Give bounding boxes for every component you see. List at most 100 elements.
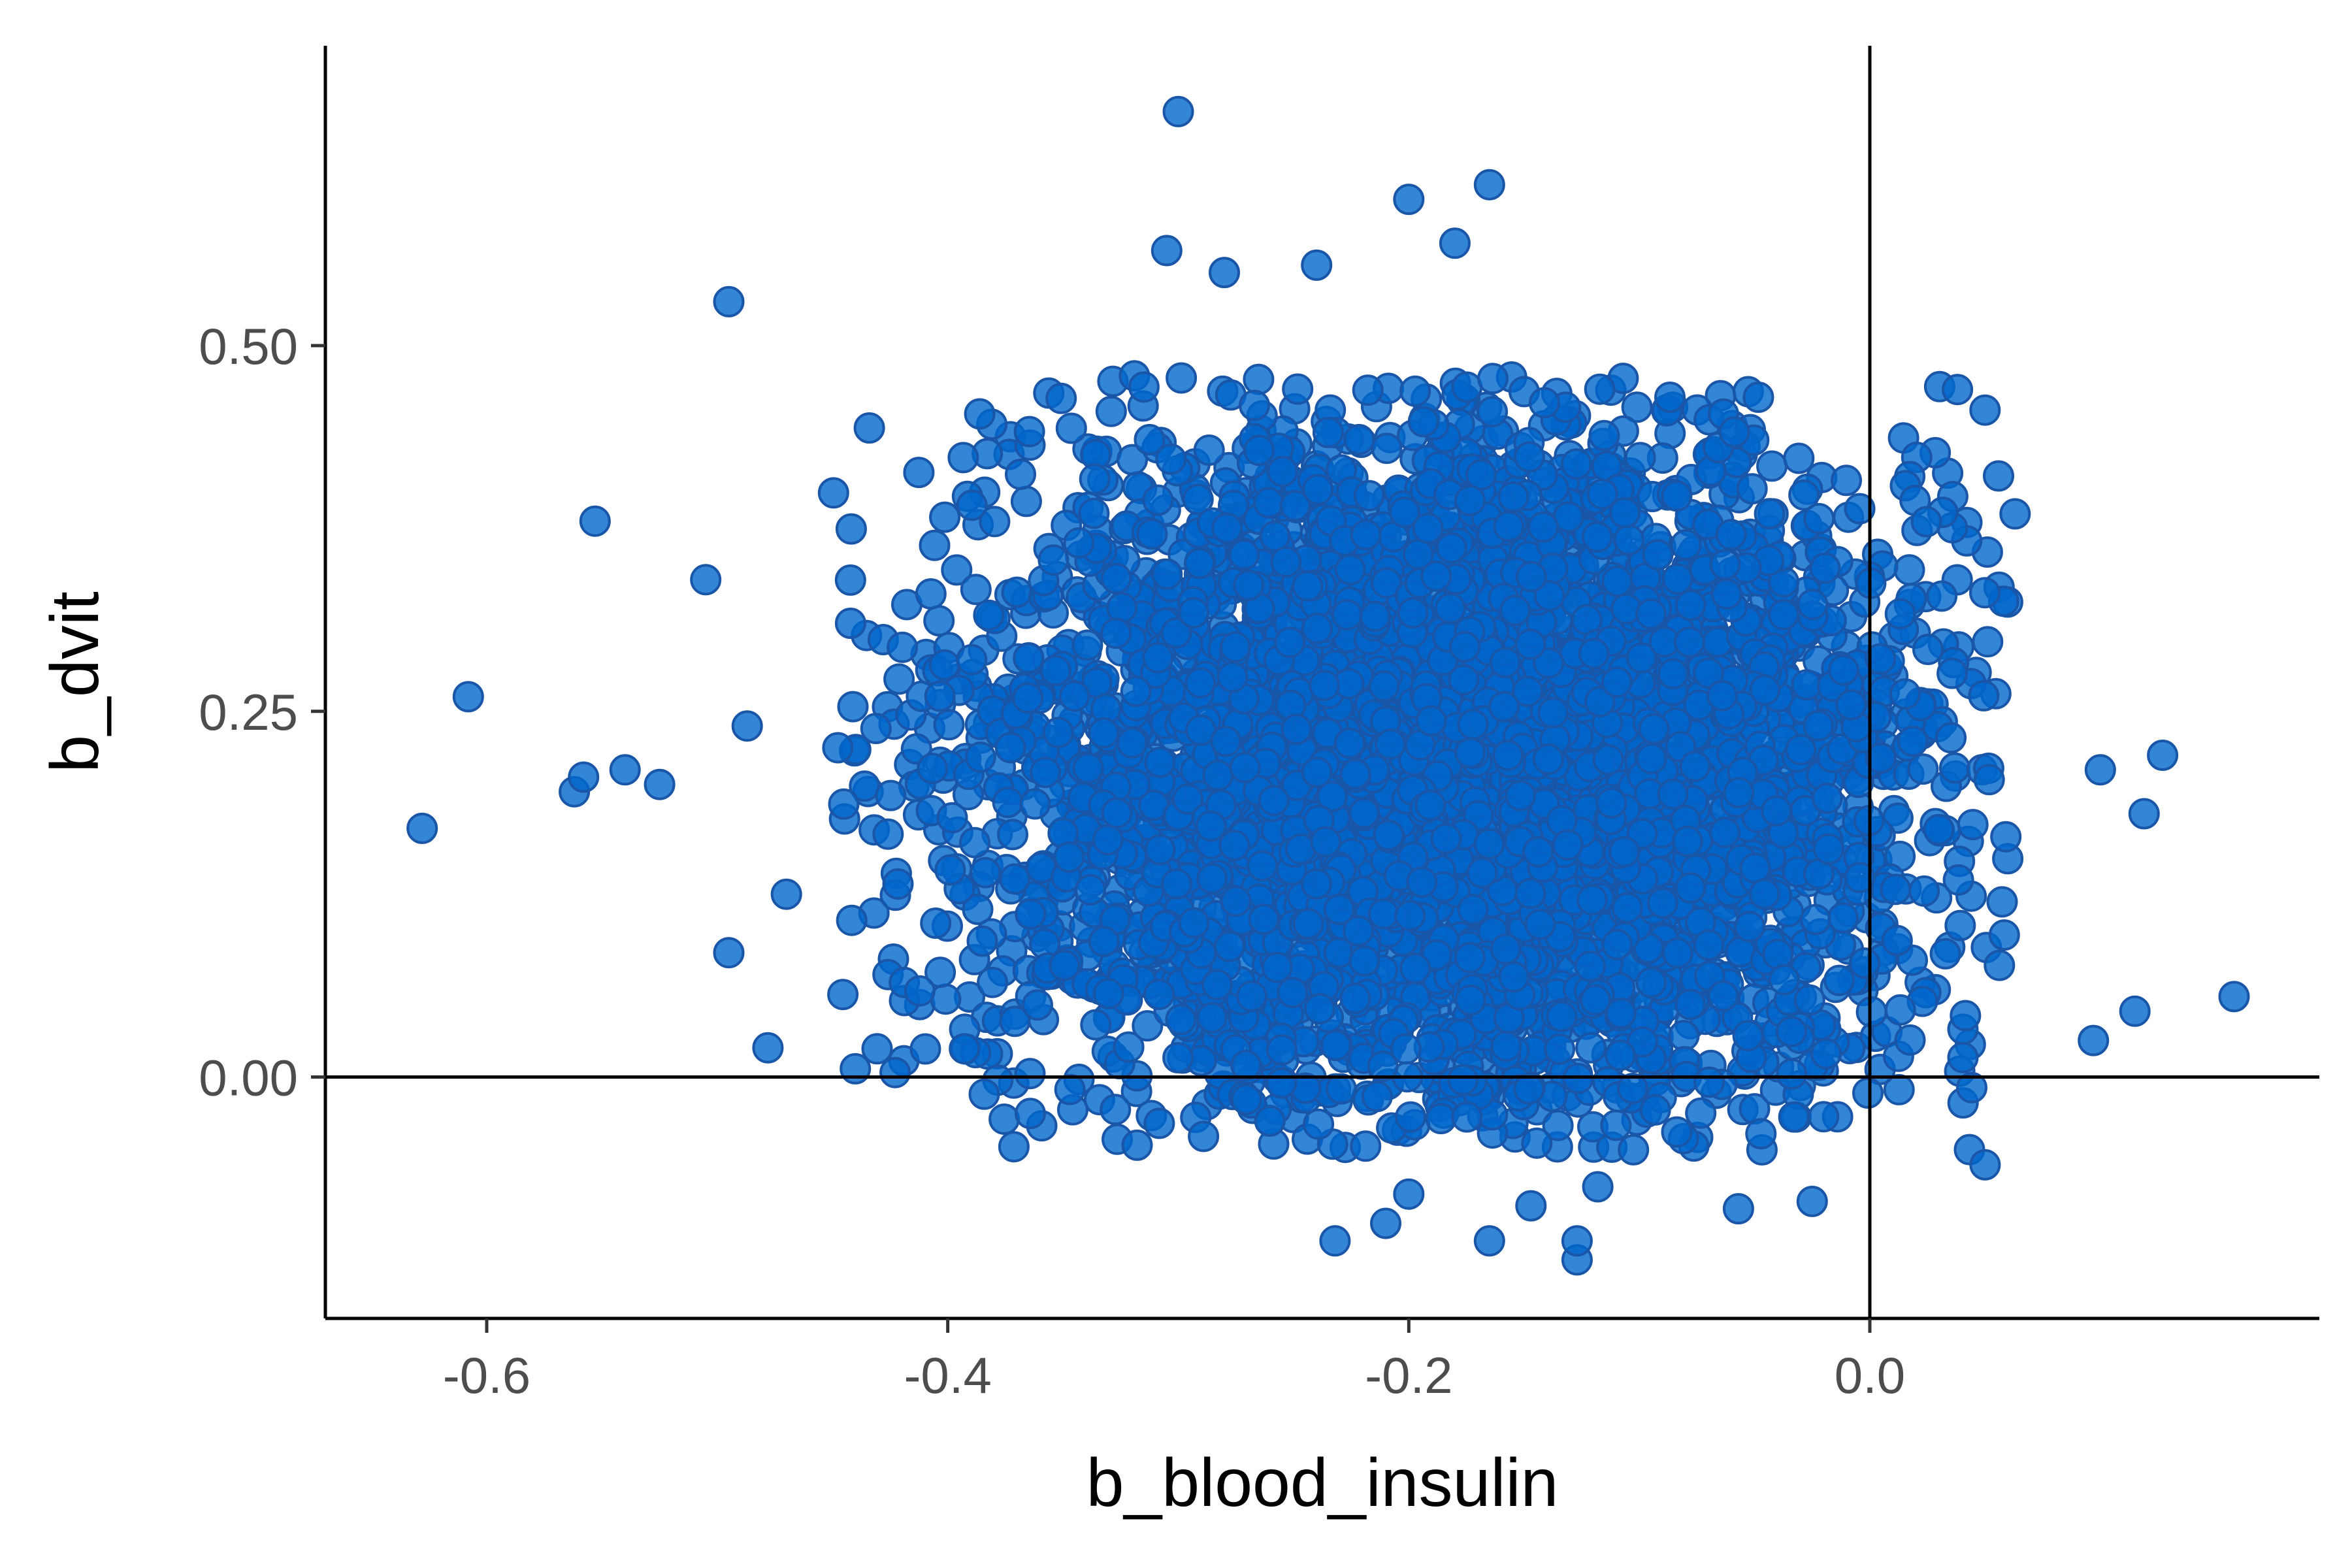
data-point (1243, 434, 1275, 466)
data-point (1101, 797, 1133, 829)
data-point (1756, 450, 1788, 482)
data-point (1001, 576, 1033, 608)
data-point (1679, 750, 1711, 782)
data-point (1935, 722, 1967, 754)
data-point (1120, 676, 1152, 708)
data-point (1012, 682, 1044, 714)
data-point (1799, 904, 1831, 936)
data-point (1196, 862, 1228, 894)
data-point (1248, 904, 1280, 936)
data-point (1270, 546, 1302, 578)
data-point (1710, 578, 1742, 610)
data-point (1544, 1033, 1576, 1065)
data-point (1071, 629, 1103, 661)
data-point (1282, 373, 1314, 405)
data-point (966, 925, 998, 957)
data-point (1457, 708, 1489, 740)
data-point (1325, 1073, 1357, 1105)
data-point (1574, 951, 1606, 982)
data-point (1657, 658, 1689, 690)
data-point (1142, 484, 1174, 516)
data-point (1734, 911, 1765, 943)
data-point (1092, 977, 1124, 1009)
data-point (998, 1131, 1030, 1163)
data-point (1923, 813, 1955, 845)
data-point (904, 975, 936, 1007)
data-point (1938, 752, 1970, 784)
data-point (883, 663, 915, 695)
data-point (1490, 933, 1522, 965)
data-point (1279, 490, 1311, 522)
data-point (1936, 657, 1968, 689)
data-point (929, 501, 961, 533)
data-point (1371, 567, 1403, 599)
data-point (1228, 539, 1260, 571)
data-point (1894, 1024, 1926, 1056)
data-point (1584, 373, 1616, 405)
data-point (1889, 678, 1921, 710)
data-point (1435, 532, 1467, 564)
data-point (1239, 389, 1270, 421)
data-point (1693, 929, 1725, 961)
data-point (964, 742, 996, 773)
data-point (1762, 938, 1794, 970)
data-point (947, 442, 979, 474)
data-point (1527, 511, 1559, 543)
data-point (1258, 785, 1290, 817)
data-point (1835, 689, 1867, 721)
data-point (1671, 825, 1703, 857)
data-point (1371, 433, 1403, 465)
data-point (1537, 696, 1569, 728)
data-point (1707, 980, 1739, 1012)
data-point (1578, 638, 1610, 670)
data-point (1611, 892, 1643, 924)
data-point (1600, 1109, 1632, 1141)
data-points (406, 95, 2250, 1276)
data-point (822, 732, 854, 764)
data-point (1533, 647, 1565, 679)
data-point (1810, 1037, 1842, 1070)
data-point (1477, 363, 1509, 395)
data-point (1709, 549, 1741, 581)
data-point (1063, 527, 1095, 559)
data-point (1498, 961, 1530, 993)
data-point (1434, 593, 1466, 624)
data-point (1638, 713, 1670, 745)
data-point (970, 857, 1002, 889)
data-point (1303, 1108, 1335, 1140)
data-point (1136, 518, 1168, 550)
data-point (860, 713, 892, 744)
data-point (1113, 1031, 1145, 1063)
data-point (1166, 362, 1198, 394)
data-point (1211, 512, 1243, 544)
data-point (1490, 1030, 1522, 1062)
data-point (1609, 836, 1641, 868)
data-point (879, 1056, 911, 1088)
data-point (1230, 1083, 1262, 1115)
data-point (933, 709, 965, 741)
data-point (1732, 1020, 1764, 1052)
data-point (1601, 666, 1633, 698)
data-point (1451, 371, 1483, 403)
data-point (917, 753, 949, 785)
data-point (924, 680, 956, 712)
data-point (1015, 1098, 1046, 1130)
data-point (1230, 1049, 1262, 1081)
data-point (1542, 1109, 1574, 1141)
data-point (1657, 778, 1689, 810)
data-point (1926, 580, 1958, 612)
data-point (1584, 686, 1616, 717)
data-point (1785, 734, 1817, 766)
data-point (1586, 478, 1618, 510)
data-point (1151, 558, 1183, 590)
data-point (1121, 1129, 1153, 1161)
data-point (1165, 1004, 1197, 1036)
data-point (1788, 479, 1820, 511)
data-point (1092, 824, 1124, 856)
data-point (1947, 1041, 1979, 1073)
data-point (1674, 872, 1707, 904)
data-point (1080, 1009, 1112, 1041)
data-point (1316, 781, 1348, 813)
data-point (1595, 787, 1627, 819)
